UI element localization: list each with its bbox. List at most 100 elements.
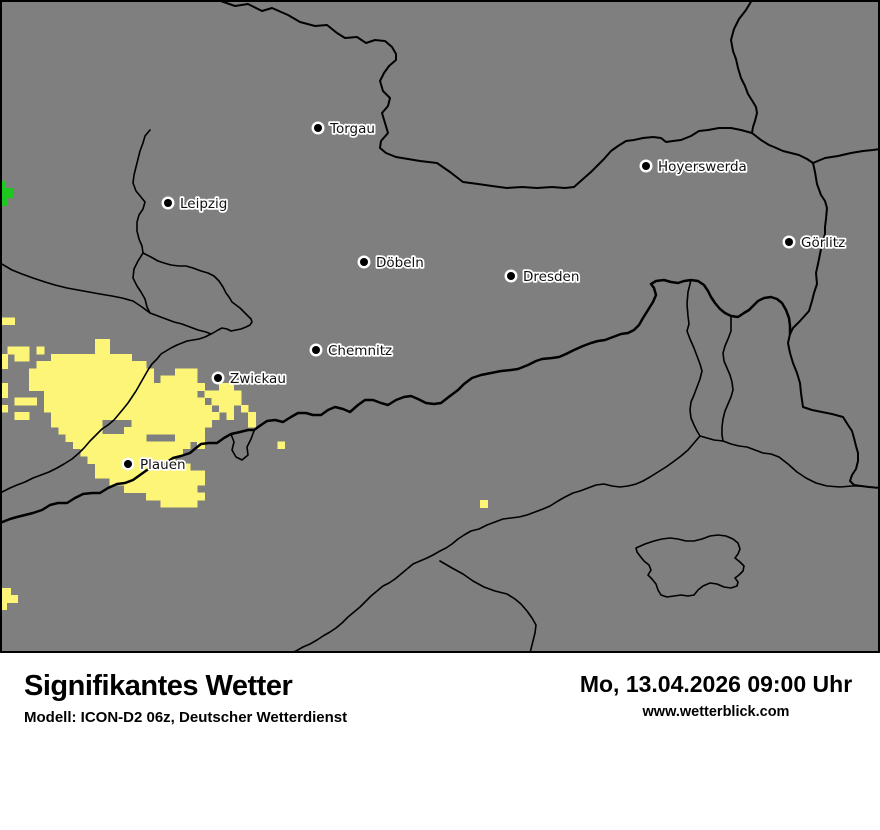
- border-west-branch-from-edge: [0, 262, 151, 314]
- city-dot: [642, 162, 650, 170]
- fog-cell: [51, 419, 103, 428]
- city-marker: Hoyerswerda: [639, 157, 749, 177]
- fog-cell: [0, 603, 7, 610]
- fog-cell: [160, 499, 198, 508]
- city-dot: [164, 199, 172, 207]
- fog-cell: [36, 361, 147, 369]
- city-label: Döbeln: [376, 255, 424, 271]
- fog-cell: [65, 434, 147, 442]
- fog-cell: [51, 353, 132, 362]
- map-frame: [0, 0, 880, 653]
- border-czech-state-border: [0, 278, 792, 525]
- city-marker: Torgau: [311, 119, 377, 139]
- forecast-datetime: Mo, 13.04.2026 09:00 Uhr: [579, 671, 853, 697]
- fog-cell: [14, 397, 37, 406]
- fog-cell: [0, 404, 8, 413]
- fog-cell: [109, 477, 205, 486]
- rain-cell: [0, 181, 6, 188]
- fog-cell: [0, 317, 16, 326]
- border-district-line-southeast: [722, 440, 862, 488]
- border-district-line-a: [686, 279, 703, 437]
- fog-cell: [240, 404, 249, 413]
- city-label: Zwickau: [230, 371, 286, 387]
- website-url: www.wetterblick.com: [642, 704, 790, 720]
- border-district-junction: [699, 435, 724, 442]
- border-north-line: [730, 0, 758, 134]
- city-dot: [312, 346, 320, 354]
- city-dot: [360, 258, 368, 266]
- fog-cell: [7, 346, 30, 355]
- fog-cell: [480, 500, 488, 508]
- fog-cell: [14, 412, 30, 420]
- city-marker: Görlitz: [782, 233, 847, 253]
- city-label: Dresden: [523, 269, 579, 285]
- fog-cell: [248, 412, 256, 420]
- city-marker: Döbeln: [357, 253, 426, 273]
- fog-cell: [43, 404, 213, 413]
- border-west-border: [132, 129, 212, 335]
- fog-cell: [211, 397, 242, 406]
- fog-cell: [0, 595, 18, 603]
- city-marker: Chemnitz: [309, 341, 394, 361]
- city-label: Görlitz: [801, 235, 845, 251]
- fog-cell: [248, 419, 256, 428]
- city-label: Hoyerswerda: [658, 159, 747, 175]
- rain-cell: [0, 198, 8, 206]
- border-district-island: [635, 534, 745, 598]
- city-dot: [785, 238, 793, 246]
- fog-cell: [14, 353, 30, 362]
- model-subtitle: Modell: ICON-D2 06z, Deutscher Wetterdie…: [24, 709, 348, 726]
- fog-cell: [131, 419, 213, 428]
- fog-cell: [219, 383, 235, 391]
- fog-cell: [175, 434, 205, 442]
- fog-cell: [94, 470, 205, 479]
- weather-map: Torgau Leipzig Hoyerswerda Görlitz Döbeln Dre…: [0, 0, 880, 653]
- city-label: Plauen: [140, 457, 186, 473]
- fog-cell: [36, 346, 45, 355]
- page-title: Signifikantes Wetter: [24, 670, 293, 702]
- city-marker: Plauen: [121, 455, 187, 475]
- fog-cell: [0, 383, 8, 391]
- fog-cell: [124, 485, 198, 493]
- fog-cell: [204, 390, 242, 399]
- fog-cell: [80, 448, 183, 457]
- border-border-appendix: [230, 430, 255, 461]
- city-marker: Dresden: [504, 267, 581, 287]
- city-dot: [124, 460, 132, 468]
- border-district-line-b: [721, 315, 734, 442]
- fog-cell: [0, 361, 8, 369]
- map-background: [0, 0, 880, 653]
- border-south-stub: [439, 560, 537, 653]
- city-dot: [214, 374, 222, 382]
- fog-cell: [124, 426, 205, 435]
- fog-cell: [160, 375, 198, 384]
- city-dot: [314, 124, 322, 132]
- city-marker: Zwickau: [211, 369, 288, 389]
- fog-cell: [175, 368, 198, 377]
- fog-cell: [73, 441, 191, 450]
- border-northeast-branch: [812, 148, 880, 164]
- border-northwest-border: [217, 0, 753, 189]
- fog-cell: [94, 346, 110, 355]
- fog-cell: [29, 368, 154, 377]
- fog-cell: [51, 412, 220, 420]
- fog-cell: [0, 588, 11, 595]
- fog-cell: [219, 404, 235, 413]
- rain-cell: [0, 188, 13, 198]
- fog-cell: [94, 463, 191, 472]
- city-dot: [507, 272, 515, 280]
- fog-cell: [146, 492, 205, 501]
- fog-cell: [94, 339, 110, 347]
- border-neisse-east-border: [751, 132, 880, 489]
- city-label: Chemnitz: [328, 343, 392, 359]
- fog-cell: [29, 383, 205, 391]
- fog-cell: [43, 397, 205, 406]
- fog-cell: [29, 375, 154, 384]
- fog-cell: [43, 390, 198, 399]
- city-label: Leipzig: [180, 196, 227, 212]
- fog-cell: [58, 426, 103, 435]
- fog-cell: [277, 441, 286, 450]
- border-altenburg-peninsula: [0, 252, 253, 494]
- city-label: Torgau: [329, 121, 375, 137]
